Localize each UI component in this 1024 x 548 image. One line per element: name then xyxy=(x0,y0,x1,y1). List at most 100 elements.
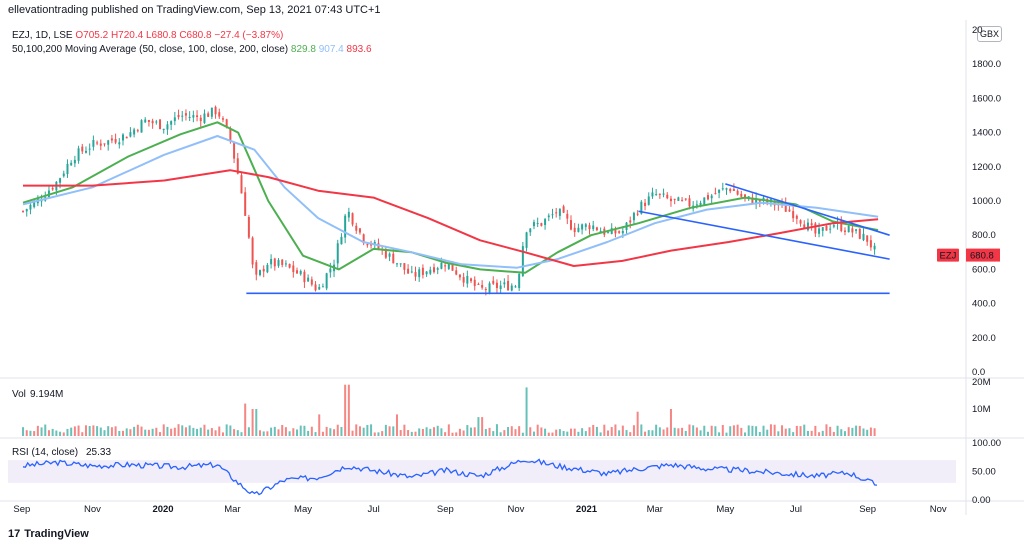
volume-bar xyxy=(59,431,62,436)
candle-body xyxy=(644,202,647,207)
price-tag-symbol: EZJ xyxy=(940,251,957,262)
candle-body xyxy=(292,265,295,273)
symbol-label: EZJ, 1D, LSE xyxy=(12,30,73,41)
candle-body xyxy=(221,118,224,120)
volume-bar xyxy=(418,428,421,436)
candle-body xyxy=(458,274,461,278)
candle-body xyxy=(173,117,176,122)
volume-bar xyxy=(784,428,787,436)
tradingview-brand[interactable]: 17 TradingView xyxy=(8,528,89,540)
candle-body xyxy=(607,231,610,233)
candle-body xyxy=(358,228,361,233)
volume-bar xyxy=(706,431,709,436)
candle-body xyxy=(673,198,676,200)
trendline-channel-upper xyxy=(725,183,890,236)
volume-bar xyxy=(447,424,450,436)
candle-body xyxy=(510,285,513,291)
volume-bar xyxy=(258,430,261,436)
candle-body xyxy=(744,194,747,198)
volume-bar xyxy=(410,431,413,436)
volume-bar xyxy=(462,430,465,436)
candle-body xyxy=(214,106,217,115)
volume-bar xyxy=(184,427,187,436)
candle-body xyxy=(395,263,398,265)
candle-body xyxy=(125,136,128,139)
candle-body xyxy=(481,284,484,288)
candle-body xyxy=(806,222,809,231)
volume-bar xyxy=(843,431,846,436)
volume-bar xyxy=(370,424,373,436)
ohlc-values: O705.2 H720.4 L680.8 C680.8 −27.4 (−3.87… xyxy=(75,30,284,41)
candle-body xyxy=(262,268,265,272)
candle-body xyxy=(22,210,25,212)
candle-body xyxy=(869,240,872,248)
trendline-channel-lower xyxy=(638,210,890,260)
candle-body xyxy=(525,232,528,248)
candle-body xyxy=(740,193,743,197)
candle-body xyxy=(318,286,321,290)
volume-bar xyxy=(806,430,809,436)
candle-body xyxy=(851,228,854,233)
volume-bar xyxy=(159,432,162,436)
volume-bar xyxy=(514,429,517,436)
candle-body xyxy=(788,209,791,212)
volume-bar xyxy=(795,425,798,436)
candle-body xyxy=(199,117,202,122)
candle-body xyxy=(410,271,413,273)
volume-bar xyxy=(388,426,391,436)
volume-bar xyxy=(155,427,158,436)
candle-body xyxy=(251,237,254,265)
currency-badge[interactable]: GBX xyxy=(977,26,1002,42)
volume-bar xyxy=(736,424,739,436)
volume-bar xyxy=(618,430,621,436)
volume-bar xyxy=(470,427,473,436)
volume-bar xyxy=(599,432,602,436)
volume-bar xyxy=(355,424,358,436)
candle-body xyxy=(270,259,273,265)
volume-bar xyxy=(821,430,824,436)
candle-body xyxy=(555,212,558,214)
candle-body xyxy=(225,119,228,128)
time-tick-label: Sep xyxy=(437,504,454,515)
candle-body xyxy=(329,268,332,273)
candle-body xyxy=(162,128,165,131)
candle-body xyxy=(507,280,510,291)
volume-bar xyxy=(229,425,232,436)
volume-bar xyxy=(44,424,47,436)
candle-body xyxy=(862,233,865,241)
candle-body xyxy=(66,163,69,175)
volume-bar xyxy=(133,426,136,436)
time-tick-label: Nov xyxy=(507,504,524,515)
volume-bar xyxy=(329,428,332,436)
volume-bar xyxy=(299,425,302,436)
ma50-value: 829.8 xyxy=(290,44,316,55)
volume-bar xyxy=(225,424,228,436)
candle-body xyxy=(588,225,591,230)
ma-label: 50,100,200 Moving Average (50, close, 10… xyxy=(12,44,289,55)
candle-body xyxy=(595,227,598,231)
candle-body xyxy=(436,268,439,270)
volume-bar xyxy=(207,429,210,436)
candle-body xyxy=(747,196,750,198)
volume-bar xyxy=(292,428,295,436)
candle-body xyxy=(81,146,84,152)
candle-body xyxy=(296,270,299,274)
volume-bar xyxy=(684,430,687,436)
candle-body xyxy=(829,228,832,230)
volume-bar xyxy=(558,429,561,436)
volume-bar xyxy=(799,426,802,436)
candle-body xyxy=(351,213,354,225)
volume-bar xyxy=(851,427,854,436)
candle-body xyxy=(273,258,276,267)
volume-bar xyxy=(581,428,584,436)
volume-bar xyxy=(199,427,202,436)
volume-bar xyxy=(636,411,639,436)
volume-bar xyxy=(869,427,872,436)
candle-body xyxy=(447,263,450,269)
volume-bar xyxy=(166,426,169,436)
volume-bar xyxy=(540,427,543,436)
volume-bar xyxy=(510,426,513,436)
candle-body xyxy=(192,115,195,118)
volume-bar xyxy=(33,431,36,436)
